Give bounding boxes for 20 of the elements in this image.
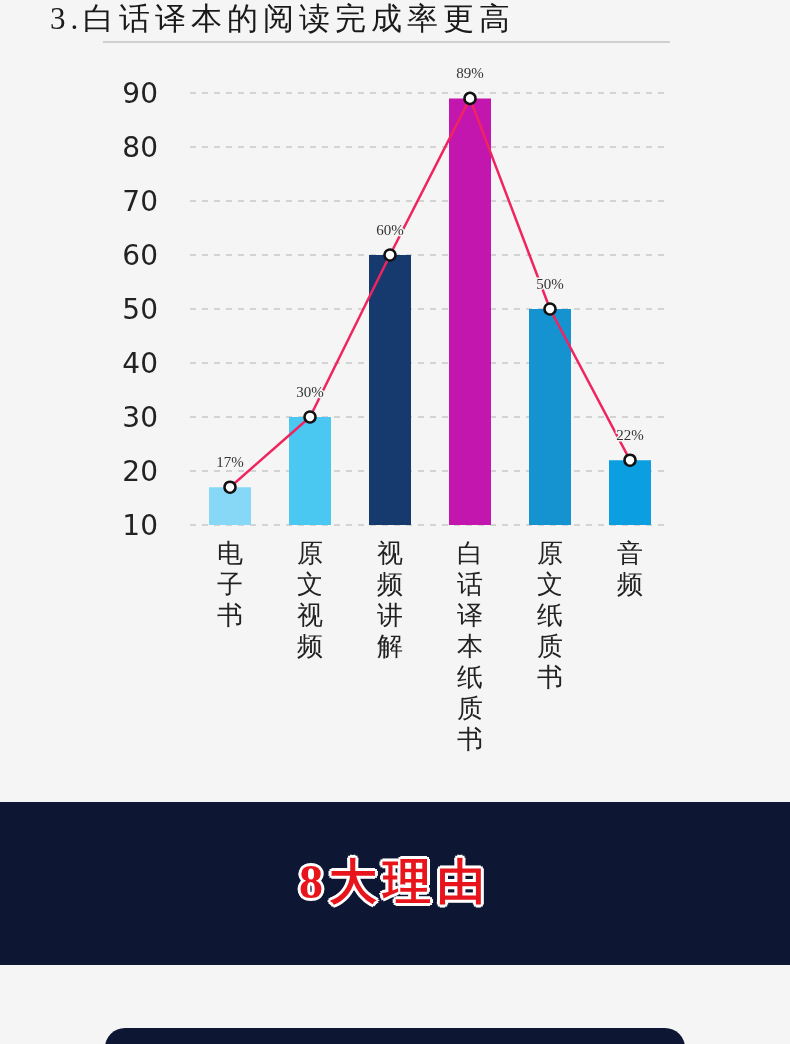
y-tick-label: 50 bbox=[122, 292, 158, 326]
x-tick-label: 白话译本纸质书 bbox=[457, 537, 483, 754]
data-label: 17% bbox=[216, 453, 244, 470]
y-tick-label: 80 bbox=[122, 130, 158, 164]
y-tick-label: 90 bbox=[122, 76, 158, 110]
y-tick-label: 70 bbox=[122, 184, 158, 218]
x-tick-label: 音频 bbox=[617, 537, 643, 599]
x-tick-label: 视频讲解 bbox=[377, 537, 403, 661]
text: 8大理由 bbox=[298, 854, 492, 910]
data-label: 22% bbox=[616, 426, 644, 443]
x-tick-label: 原文纸质书 bbox=[537, 537, 563, 692]
data-label: 89% bbox=[456, 65, 484, 82]
x-tick-label: 原文视频 bbox=[297, 537, 323, 661]
x-tick-label: 电子书 bbox=[217, 537, 243, 630]
y-tick-label: 60 bbox=[122, 238, 158, 272]
y-tick-label: 40 bbox=[122, 346, 158, 380]
y-tick-label: 30 bbox=[122, 400, 158, 434]
chart-title: 3.白话译本的阅读完成率更高 bbox=[50, 0, 516, 38]
y-tick-label: 10 bbox=[122, 508, 158, 542]
y-tick-label: 20 bbox=[122, 454, 158, 488]
